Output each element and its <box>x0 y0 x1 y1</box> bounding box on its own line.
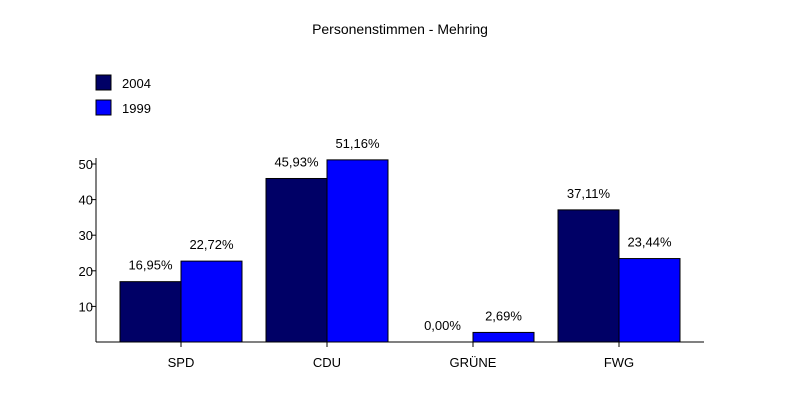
bar-grüne-1999 <box>472 331 535 343</box>
bar-cdu-2004 <box>265 177 328 343</box>
legend-swatch-2004 <box>95 74 112 91</box>
y-tick-label-50: 50 <box>79 157 93 172</box>
y-tick-label-40: 40 <box>79 193 93 208</box>
x-tick-label-cdu: CDU <box>313 355 341 370</box>
value-label-cdu-1999: 51,16% <box>335 136 380 151</box>
legend-label-1999: 1999 <box>122 101 151 116</box>
value-labels-group: 16,95% 22,72% 45,93% 51,16% 0,00% 2,69% 37,11%… <box>128 136 672 333</box>
y-tick-label-30: 30 <box>79 228 93 243</box>
y-axis: 10 20 30 40 50 <box>79 157 97 342</box>
legend: 2004 1999 <box>95 74 151 116</box>
value-label-cdu-2004: 45,93% <box>274 154 319 169</box>
x-tick-label-fwg: FWG <box>604 355 634 370</box>
bar-spd-2004 <box>119 281 182 343</box>
bar-fwg-2004 <box>557 209 620 343</box>
legend-label-2004: 2004 <box>122 76 151 91</box>
bar-cdu-1999 <box>326 159 389 343</box>
bars-group <box>119 159 681 343</box>
y-tick-label-20: 20 <box>79 264 93 279</box>
value-label-spd-2004: 16,95% <box>128 258 173 273</box>
value-label-spd-1999: 22,72% <box>189 237 234 252</box>
value-label-fwg-1999: 23,44% <box>627 235 672 250</box>
value-label-grüne-2004: 0,00% <box>424 318 461 333</box>
bar-spd-1999 <box>180 260 243 343</box>
legend-swatch-1999 <box>95 99 112 116</box>
bar-fwg-1999 <box>618 258 681 343</box>
y-tick-label-10: 10 <box>79 299 93 314</box>
x-axis: SPD CDU GRÜNE FWG <box>96 341 704 370</box>
chart-title: Personenstimmen - Mehring <box>312 21 488 37</box>
x-tick-label-spd: SPD <box>168 355 195 370</box>
x-tick-label-grüne: GRÜNE <box>450 355 497 370</box>
value-label-fwg-2004: 37,11% <box>567 186 611 201</box>
value-label-grüne-1999: 2,69% <box>485 308 522 323</box>
